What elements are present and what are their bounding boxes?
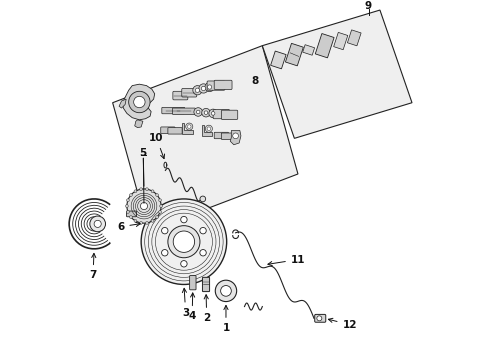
Circle shape [140,202,147,210]
Text: 2: 2 [203,295,210,323]
Circle shape [94,220,101,228]
Circle shape [200,249,206,256]
Circle shape [185,123,192,130]
Text: 3: 3 [182,288,189,318]
Polygon shape [333,32,347,50]
Circle shape [126,211,129,213]
Circle shape [194,108,202,116]
Circle shape [202,108,210,117]
Circle shape [155,216,158,219]
Circle shape [167,226,200,258]
Circle shape [158,211,161,213]
Circle shape [206,127,210,131]
FancyBboxPatch shape [189,275,196,290]
Polygon shape [182,123,192,134]
FancyBboxPatch shape [214,132,228,139]
Circle shape [200,228,206,234]
Circle shape [192,86,202,95]
Circle shape [151,190,154,193]
Polygon shape [202,125,212,136]
Circle shape [126,189,161,223]
Text: 5: 5 [140,148,146,158]
Circle shape [196,110,200,114]
Text: 6: 6 [117,222,140,232]
Circle shape [125,204,128,207]
FancyBboxPatch shape [213,109,229,119]
Circle shape [232,133,238,139]
Text: 11: 11 [267,255,305,266]
Circle shape [205,125,212,132]
Circle shape [204,82,214,92]
Polygon shape [119,99,126,108]
Circle shape [126,199,129,202]
Circle shape [181,216,187,223]
Circle shape [155,194,158,197]
FancyBboxPatch shape [173,91,187,100]
FancyBboxPatch shape [221,133,235,139]
Polygon shape [262,10,411,138]
Polygon shape [346,30,360,46]
Polygon shape [230,131,241,145]
Circle shape [207,85,211,89]
FancyBboxPatch shape [202,277,209,292]
Circle shape [201,86,205,91]
Circle shape [145,188,148,191]
Circle shape [220,285,231,296]
Circle shape [133,96,145,108]
Text: 4: 4 [188,293,195,321]
Circle shape [139,188,142,191]
Text: 8: 8 [251,76,258,86]
FancyBboxPatch shape [126,211,136,217]
Circle shape [173,231,194,252]
Circle shape [129,194,132,197]
Circle shape [158,199,161,202]
Polygon shape [112,46,297,231]
Polygon shape [270,51,285,69]
Circle shape [141,199,226,284]
Circle shape [128,91,150,113]
FancyBboxPatch shape [314,314,325,322]
Polygon shape [122,84,154,120]
Text: 7: 7 [89,253,97,280]
Text: 1: 1 [222,305,229,333]
FancyBboxPatch shape [182,89,196,97]
Circle shape [316,316,321,321]
FancyBboxPatch shape [172,108,195,114]
Circle shape [181,261,187,267]
Circle shape [139,221,142,224]
Polygon shape [285,43,303,66]
Polygon shape [302,45,314,55]
Circle shape [134,190,137,193]
Circle shape [134,220,137,222]
Circle shape [199,84,208,93]
Polygon shape [135,120,142,128]
FancyBboxPatch shape [167,128,182,134]
Circle shape [200,196,205,202]
Text: 9: 9 [364,1,371,12]
Circle shape [160,204,162,207]
FancyBboxPatch shape [161,127,175,133]
FancyBboxPatch shape [214,80,231,90]
Text: 10: 10 [149,133,164,159]
FancyBboxPatch shape [206,81,224,90]
Circle shape [145,221,148,224]
Circle shape [187,125,191,129]
Circle shape [211,112,215,115]
Polygon shape [315,33,333,58]
Circle shape [161,249,168,256]
Circle shape [195,88,199,93]
Circle shape [90,216,105,232]
Text: 12: 12 [328,318,356,330]
Circle shape [151,220,154,222]
Circle shape [204,111,207,114]
Circle shape [215,280,236,302]
Circle shape [208,109,217,118]
Circle shape [129,216,132,219]
FancyBboxPatch shape [221,110,237,120]
FancyBboxPatch shape [162,107,184,114]
Circle shape [161,228,168,234]
